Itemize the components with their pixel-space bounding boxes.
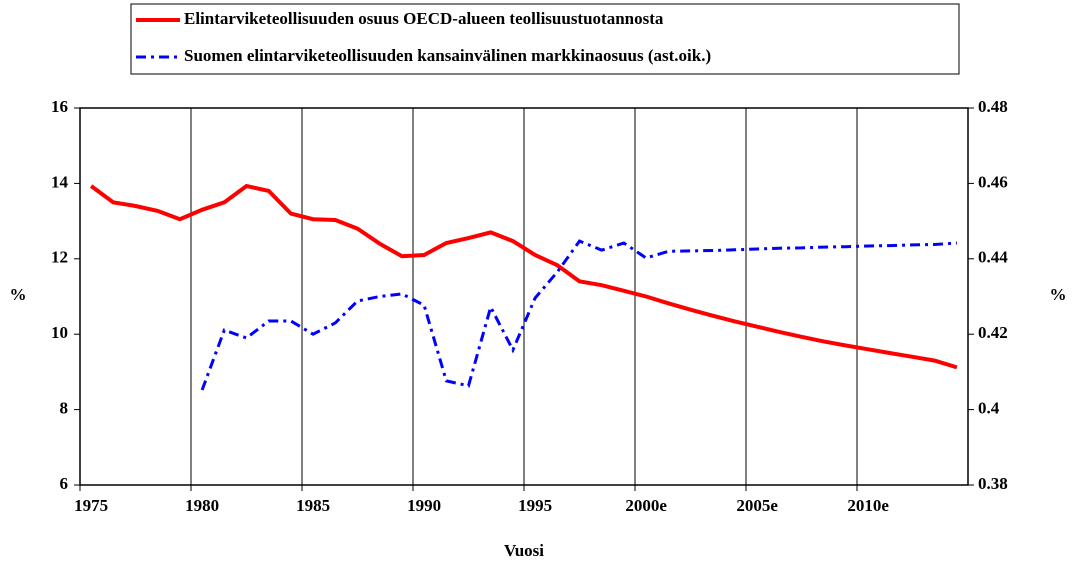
- x-axis-label: Vuosi: [504, 541, 544, 560]
- y-tick-label: 16: [51, 97, 68, 116]
- y-tick-label: 10: [51, 323, 68, 342]
- series-line: [200, 239, 958, 391]
- y-tick-label: 6: [60, 474, 69, 493]
- y2-tick-label: 0.4: [978, 399, 1000, 418]
- legend-label: Suomen elintarviketeollisuuden kansainvä…: [184, 46, 711, 65]
- x-tick-label: 2000e: [625, 496, 667, 515]
- y-tick-label: 14: [51, 172, 69, 191]
- x-tick-label: 1985: [296, 496, 330, 515]
- y2-tick-label: 0.42: [978, 323, 1008, 342]
- x-tick-label: 1990: [407, 496, 441, 515]
- x-tick-label: 2010e: [847, 496, 889, 515]
- y2-tick-label: 0.44: [978, 248, 1008, 267]
- x-tick-label: 2005e: [736, 496, 778, 515]
- x-tick-label: 1995: [518, 496, 552, 515]
- y-tick-label: 8: [60, 399, 69, 418]
- y2-tick-label: 0.46: [978, 172, 1008, 191]
- x-tick-label: 1980: [185, 496, 219, 515]
- legend-box: [130, 3, 960, 75]
- series-line: [89, 183, 958, 370]
- plot-frame: [79, 107, 969, 486]
- x-tick-label: 1975: [74, 496, 108, 515]
- y2-tick-label: 0.48: [978, 97, 1008, 116]
- y-axis-label: %: [10, 285, 27, 304]
- legend-label: Elintarviketeollisuuden osuus OECD-aluee…: [184, 9, 664, 28]
- y2-axis-label: %: [1050, 285, 1067, 304]
- y2-tick-label: 0.38: [978, 474, 1008, 493]
- y-tick-label: 12: [51, 248, 68, 267]
